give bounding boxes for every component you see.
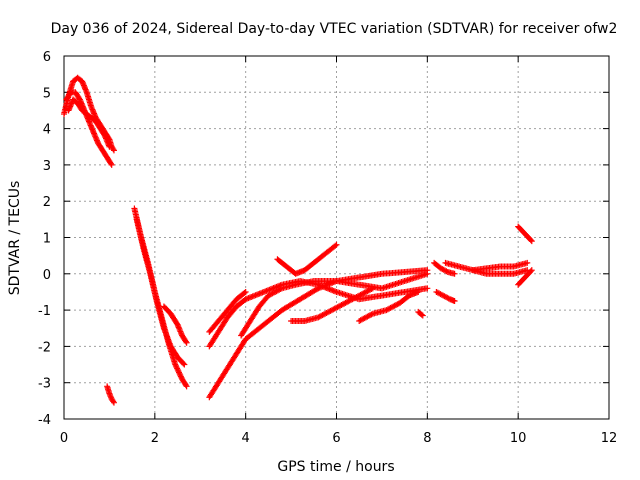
- data-point: [108, 161, 115, 168]
- data-point: [174, 365, 181, 372]
- data-point: [369, 285, 376, 292]
- data-point: [527, 237, 534, 244]
- data-point: [172, 361, 179, 368]
- data-point: [107, 160, 114, 167]
- data-point: [418, 311, 425, 318]
- data-point: [172, 362, 179, 369]
- grid: [64, 56, 609, 419]
- y-tick-label: -4: [38, 413, 51, 428]
- data-point: [177, 372, 184, 379]
- data-point: [424, 285, 431, 292]
- data-points: [61, 74, 535, 406]
- data-point: [524, 259, 531, 266]
- data-point: [451, 298, 458, 305]
- x-tick-label: 10: [510, 431, 527, 446]
- data-point: [175, 369, 182, 376]
- data-point: [110, 147, 117, 154]
- y-tick-label: 4: [43, 123, 51, 138]
- y-tick-label: 3: [43, 159, 51, 174]
- data-point: [528, 238, 535, 245]
- data-point: [177, 373, 184, 380]
- data-point: [175, 368, 182, 375]
- data-point: [110, 399, 117, 406]
- data-point: [415, 288, 422, 295]
- y-tick-label: -2: [38, 340, 51, 355]
- x-tick-label: 8: [423, 431, 431, 446]
- data-point: [173, 364, 180, 371]
- data-point: [277, 286, 284, 293]
- y-tick-label: -1: [38, 304, 51, 319]
- data-point: [424, 270, 431, 277]
- x-axis-label: GPS time / hours: [277, 459, 394, 475]
- y-tick-label: 5: [43, 86, 51, 101]
- data-point: [183, 383, 190, 390]
- data-point: [176, 370, 183, 377]
- data-point: [182, 338, 189, 345]
- data-point: [242, 288, 249, 295]
- y-tick-label: 0: [43, 268, 51, 283]
- data-point: [368, 311, 375, 318]
- chart-title: Day 036 of 2024, Sidereal Day-to-day VTE…: [51, 21, 618, 37]
- data-point: [241, 289, 248, 296]
- data-point: [174, 366, 181, 373]
- data-point: [527, 268, 534, 275]
- data-point: [333, 241, 340, 248]
- x-tick-label: 2: [151, 431, 159, 446]
- data-point: [332, 242, 339, 249]
- y-tick-label: 2: [43, 195, 51, 210]
- x-tick-label: 0: [60, 431, 68, 446]
- y-tick-label: -3: [38, 377, 51, 392]
- y-tick-label: 1: [43, 232, 51, 247]
- x-tick-label: 4: [242, 431, 250, 446]
- x-tick-label: 6: [332, 431, 340, 446]
- data-point: [183, 339, 190, 346]
- data-point: [182, 382, 189, 389]
- data-point: [419, 312, 426, 319]
- data-point: [110, 398, 117, 405]
- data-point: [528, 267, 535, 274]
- data-point: [181, 361, 188, 368]
- x-tick-label: 12: [601, 431, 618, 446]
- data-point: [443, 268, 450, 275]
- y-tick-label: 6: [43, 50, 51, 65]
- data-point: [180, 360, 187, 367]
- y-axis-label: SDTVAR / TECUs: [7, 181, 23, 296]
- data-point: [368, 286, 375, 293]
- data-point: [106, 143, 113, 150]
- data-point: [451, 270, 458, 277]
- data-point: [110, 146, 117, 153]
